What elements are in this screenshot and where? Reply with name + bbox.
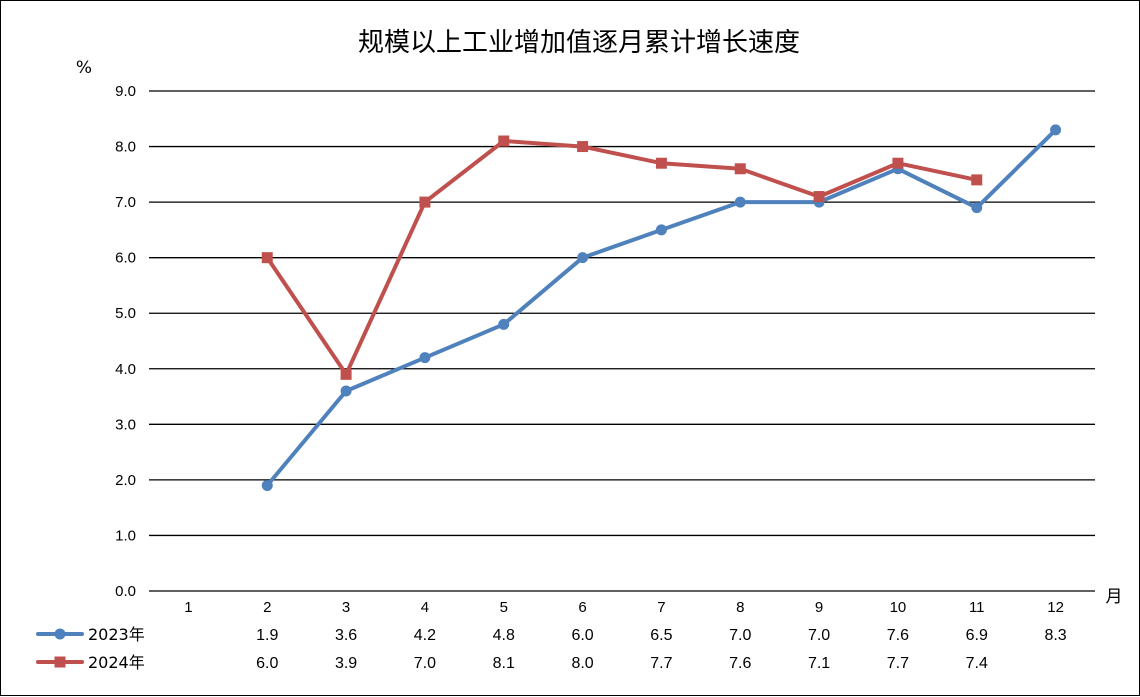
data-point: [261, 252, 273, 264]
data-label: 7.4: [966, 655, 988, 672]
legend-item: 2023年: [36, 625, 145, 644]
chart-title: 规模以上工业增加值逐月累计增长速度: [358, 28, 800, 58]
y-tick-label: 5.0: [115, 305, 136, 322]
data-label: 7.7: [887, 655, 909, 672]
data-point: [734, 163, 746, 175]
legend-marker: [54, 628, 66, 640]
x-tick-label: 7: [657, 599, 665, 616]
y-tick-label: 7.0: [115, 194, 136, 211]
y-tick-labels: 0.0 1.0 2.0 3.0 4.0 5.0 6.0 7.0 8.0 9.0: [115, 83, 136, 600]
data-point: [734, 196, 746, 208]
x-tick-label: 2: [263, 599, 271, 616]
data-point: [498, 135, 510, 147]
data-label: 7.0: [414, 655, 436, 672]
data-point: [498, 318, 510, 330]
x-tick-label: 6: [578, 599, 586, 616]
data-label: 8.3: [1044, 627, 1066, 644]
grid-lines: [149, 90, 1095, 592]
x-tick-label: 1: [184, 599, 192, 616]
data-table: 2023年 1.9 3.6 4.2 4.8 6.0 6.5 7.0 7.0 7.6 6.9 8.3 20…: [36, 625, 1067, 672]
y-tick-label: 4.0: [115, 361, 136, 378]
y-tick-label: 8.0: [115, 139, 136, 156]
legend-label: 2023年: [88, 625, 145, 644]
data-label: 8.1: [493, 655, 515, 672]
x-tick-label: 10: [890, 599, 907, 616]
y-tick-label: 1.0: [115, 527, 136, 544]
data-label: 7.6: [729, 655, 751, 672]
data-label: 7.1: [808, 655, 830, 672]
data-label: 6.0: [571, 627, 593, 644]
data-label: 7.7: [650, 655, 672, 672]
data-point: [971, 202, 983, 214]
data-point: [340, 368, 352, 380]
legend-label: 2024年: [88, 653, 145, 672]
x-tick-label: 4: [421, 599, 429, 616]
data-label: 3.6: [335, 627, 357, 644]
series-lines: [261, 124, 1062, 491]
x-tick-label: 8: [736, 599, 744, 616]
legend-marker: [54, 656, 66, 668]
y-tick-label: 9.0: [115, 83, 136, 100]
x-tick-labels: 1 2 3 4 5 6 7 8 9 10 11 12: [184, 599, 1064, 616]
x-axis-unit: 月: [1106, 587, 1123, 607]
data-label: 1.9: [256, 627, 278, 644]
data-label: 4.2: [414, 627, 436, 644]
legend-item: 2024年: [36, 653, 145, 672]
data-label: 3.9: [335, 655, 357, 672]
data-point: [892, 157, 904, 169]
y-tick-label: 2.0: [115, 472, 136, 489]
data-label: 6.9: [966, 627, 988, 644]
y-tick-label: 3.0: [115, 416, 136, 433]
data-point: [419, 352, 431, 364]
data-point: [1050, 124, 1062, 136]
data-label: 6.0: [256, 655, 278, 672]
data-label: 7.0: [729, 627, 751, 644]
data-label: 4.8: [493, 627, 515, 644]
x-tick-label: 11: [969, 599, 985, 616]
data-label: 7.6: [887, 627, 909, 644]
data-point: [419, 196, 431, 208]
data-point: [577, 252, 589, 264]
data-label: 7.0: [808, 627, 830, 644]
data-point: [340, 385, 352, 397]
data-point: [655, 224, 667, 236]
y-tick-label: 6.0: [115, 250, 136, 267]
series-line: [265, 127, 1058, 488]
data-label: 8.0: [571, 655, 593, 672]
x-tick-label: 3: [342, 599, 350, 616]
x-tick-label: 12: [1047, 599, 1064, 616]
series-line: [265, 139, 979, 377]
x-tick-label: 5: [500, 599, 508, 616]
data-label: 6.5: [650, 627, 672, 644]
y-tick-label: 0.0: [115, 583, 136, 600]
data-point: [971, 174, 983, 186]
data-point: [261, 479, 273, 491]
data-point: [813, 191, 825, 203]
series-2: [261, 135, 983, 380]
data-point: [655, 157, 667, 169]
y-axis-unit: %: [76, 58, 92, 78]
data-point: [577, 141, 589, 153]
x-tick-label: 9: [815, 599, 823, 616]
series-1: [261, 124, 1062, 491]
